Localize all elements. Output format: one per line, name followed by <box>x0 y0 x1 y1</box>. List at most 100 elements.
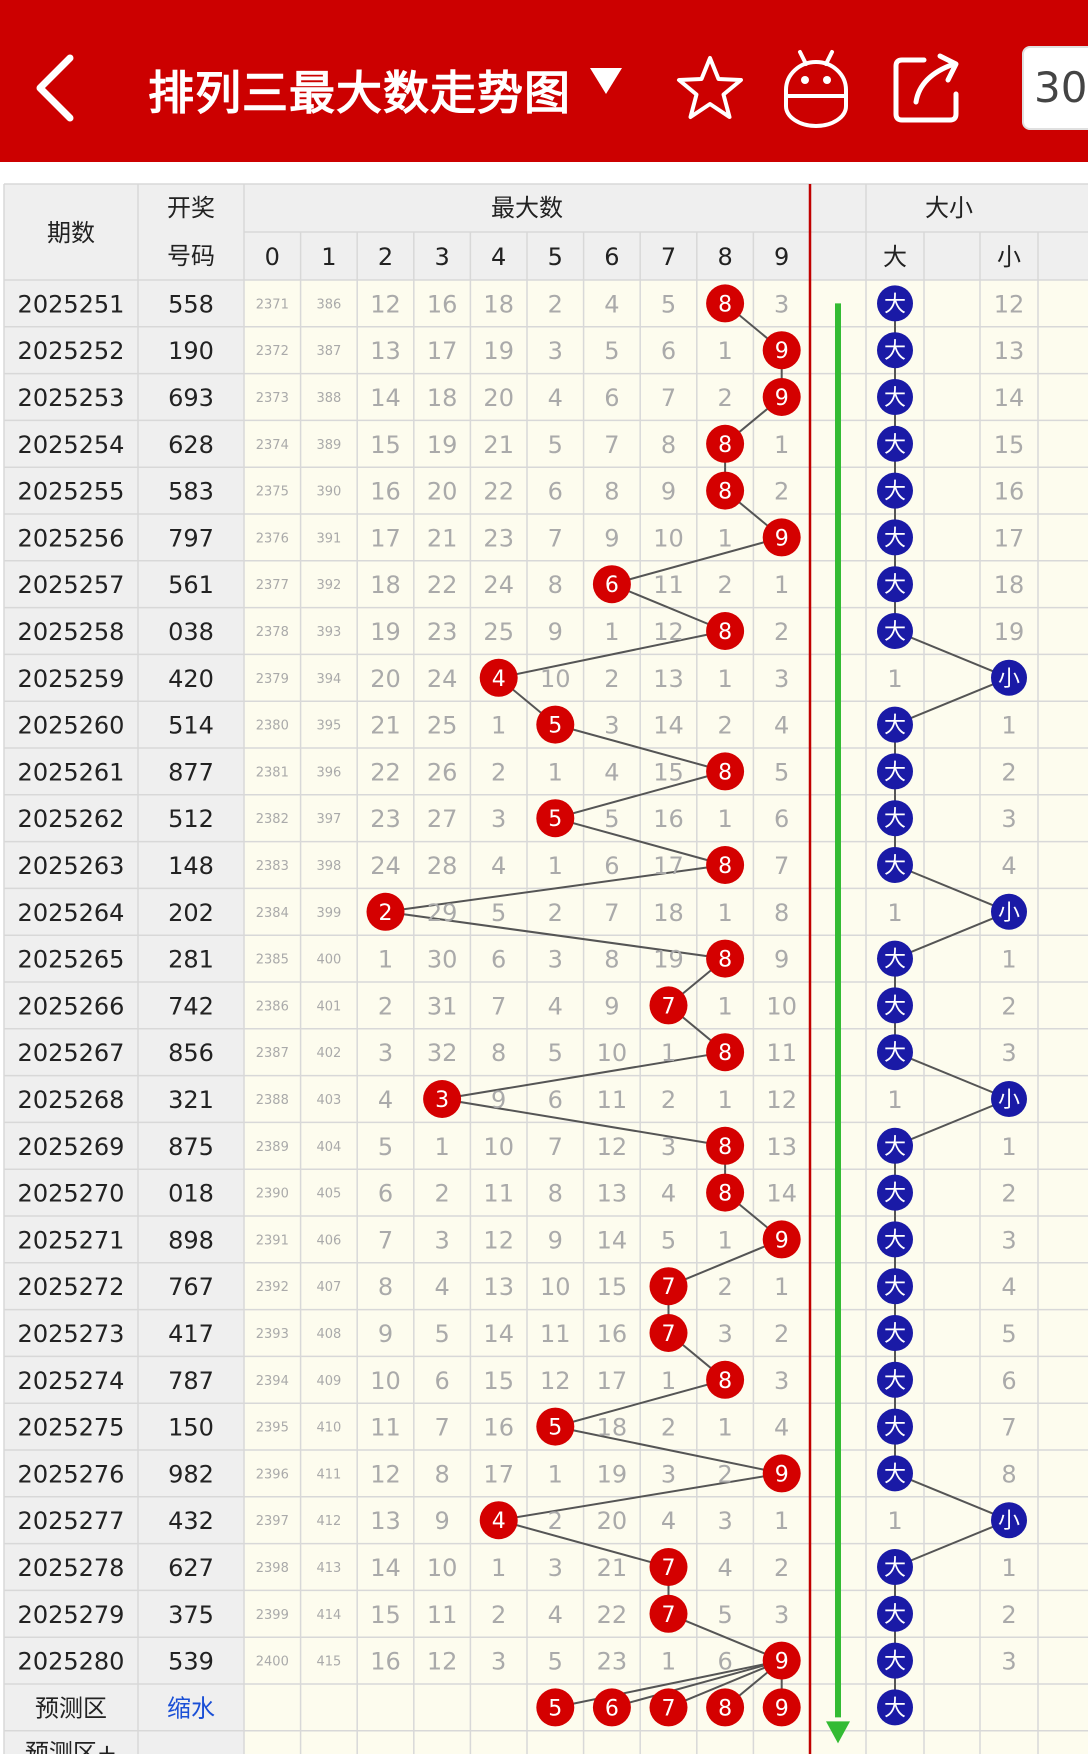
max-ball <box>762 1641 801 1680</box>
size-ball-big <box>877 519 913 556</box>
miss-value: 4 <box>774 712 789 740</box>
miss-value: 2392 <box>256 1280 289 1295</box>
predict-ball-label[interactable]: 7 <box>662 1696 676 1721</box>
predict-ball-label[interactable]: 9 <box>775 1696 789 1721</box>
miss-value: 15 <box>597 1273 628 1301</box>
header-digit-2: 2 <box>378 243 393 271</box>
android-robot-icon[interactable] <box>778 46 854 130</box>
size-ball-big <box>877 1127 913 1164</box>
miss-value: 11 <box>483 1180 514 1208</box>
miss-value: 395 <box>316 719 341 734</box>
triangle-down-icon[interactable] <box>588 66 624 96</box>
page-title[interactable]: 排列三最大数走势图 <box>148 58 571 128</box>
miss-value: 3 <box>774 1367 789 1395</box>
number-cell: 202 <box>168 899 214 927</box>
miss-value: 4 <box>548 1601 563 1629</box>
predict-ball[interactable] <box>649 1688 688 1727</box>
predict-shrink-link[interactable]: 缩水 <box>167 1694 215 1722</box>
miss-value: 408 <box>316 1327 341 1342</box>
header-number-line1: 开奖 <box>167 194 215 222</box>
miss-value: 2 <box>774 478 789 506</box>
miss-value: 13 <box>370 1507 401 1535</box>
miss-value: 11 <box>370 1414 401 1442</box>
max-ball <box>706 424 745 463</box>
number-cell: 432 <box>168 1507 214 1535</box>
size-ball-big <box>877 1642 913 1679</box>
small-miss-value: 14 <box>994 384 1025 412</box>
size-ball-big <box>877 1268 913 1305</box>
small-miss-value: 16 <box>994 478 1025 506</box>
period-cell: 2025260 <box>18 712 125 740</box>
miss-value: 8 <box>774 899 789 927</box>
miss-value: 2389 <box>256 1140 289 1155</box>
chevron-left-icon[interactable] <box>30 52 82 124</box>
miss-value: 1 <box>717 524 732 552</box>
predict-plus-label[interactable]: 预测区+ <box>25 1739 117 1754</box>
max-ball-label: 7 <box>662 1322 676 1347</box>
miss-value: 16 <box>653 805 684 833</box>
period-cell: 2025275 <box>18 1414 125 1442</box>
size-ball-big-label: 大 <box>884 854 906 879</box>
size-ball-big-label: 大 <box>884 1603 906 1628</box>
miss-value: 411 <box>316 1467 341 1482</box>
miss-value: 4 <box>604 290 619 318</box>
size-ball-big-label: 大 <box>884 573 906 598</box>
miss-value: 5 <box>604 805 619 833</box>
predict-ball-label[interactable]: 5 <box>548 1696 562 1721</box>
predict-size-label[interactable]: 大 <box>884 1696 906 1721</box>
predict-ball[interactable] <box>592 1688 631 1727</box>
miss-value: 4 <box>717 1554 732 1582</box>
size-ball-big <box>877 1034 913 1071</box>
miss-value: 14 <box>370 384 401 412</box>
number-cell: 375 <box>168 1601 214 1629</box>
small-miss-value: 8 <box>1001 1460 1016 1488</box>
miss-value: 3 <box>717 1320 732 1348</box>
predict-size-ball[interactable] <box>877 1689 913 1726</box>
header-size-big: 大 <box>883 243 907 271</box>
size-ball-big-label: 大 <box>884 526 906 551</box>
miss-value: 10 <box>597 1039 628 1067</box>
number-cell: 898 <box>168 1226 214 1254</box>
miss-value: 6 <box>774 805 789 833</box>
predict-ball-label[interactable]: 6 <box>605 1696 619 1721</box>
number-cell: 561 <box>168 571 214 599</box>
miss-value: 6 <box>604 852 619 880</box>
miss-value: 18 <box>597 1414 628 1442</box>
miss-value: 5 <box>548 1648 563 1676</box>
miss-value: 17 <box>483 1460 514 1488</box>
share-icon[interactable] <box>890 50 966 126</box>
period-count-selector[interactable]: 30 <box>1022 46 1088 130</box>
miss-value: 10 <box>540 1273 571 1301</box>
size-ball-small-label: 小 <box>998 1088 1020 1113</box>
miss-value: 12 <box>370 1460 401 1488</box>
miss-value: 1 <box>491 712 506 740</box>
predict-ball[interactable] <box>762 1688 801 1727</box>
big-miss-value: 1 <box>887 665 902 693</box>
small-miss-value: 15 <box>994 431 1025 459</box>
size-ball-big-label: 大 <box>884 292 906 317</box>
period-cell: 2025267 <box>18 1039 125 1067</box>
max-trend-line <box>385 910 726 960</box>
star-icon[interactable] <box>674 52 746 124</box>
header-digit-0: 0 <box>265 243 280 271</box>
period-cell: 2025264 <box>18 899 125 927</box>
predict-ball[interactable] <box>706 1688 745 1727</box>
size-ball-big <box>877 987 913 1024</box>
miss-value: 16 <box>427 290 458 318</box>
miss-value: 401 <box>316 999 341 1014</box>
period-count-label[interactable]: 30 <box>1034 63 1088 112</box>
miss-value: 2391 <box>256 1233 289 1248</box>
small-miss-value: 17 <box>994 524 1025 552</box>
number-cell: 512 <box>168 805 214 833</box>
predict-ball[interactable] <box>536 1688 575 1727</box>
trend-chart: 期数开奖号码最大数 大小0 1 2 3 4 5 6 7 8 9 大小2025251 558 2371 386… <box>3 183 1088 1754</box>
miss-value: 19 <box>427 431 458 459</box>
miss-value: 2384 <box>256 906 289 921</box>
title-text[interactable]: 排列三最大数走势图 <box>148 66 571 120</box>
miss-value: 13 <box>483 1273 514 1301</box>
max-ball-label: 3 <box>435 1088 449 1113</box>
miss-value: 28 <box>427 852 458 880</box>
max-ball-label: 9 <box>775 1228 789 1253</box>
predict-ball-label[interactable]: 8 <box>718 1696 732 1721</box>
predict-label: 预测区 <box>35 1694 107 1722</box>
